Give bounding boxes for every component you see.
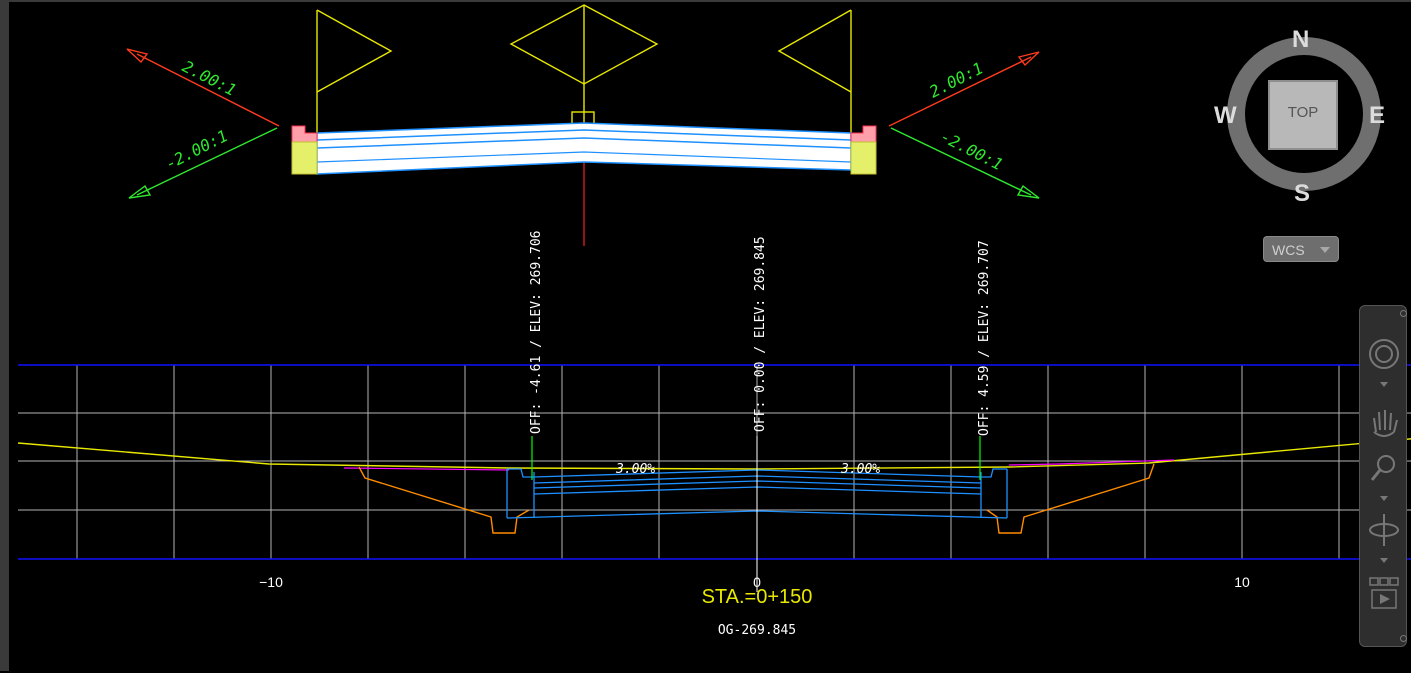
compass-north[interactable]: N (1292, 26, 1310, 53)
section-drawing[interactable]: 2.00:1 -2.00:1 2.00:1 -2.00:1 (9, 2, 1411, 673)
compass-east[interactable]: E (1369, 102, 1386, 129)
slope-label-upper-left: 2.00:1 (179, 57, 239, 100)
daylight-line-left (343, 467, 510, 471)
axis-tick-label-neg10: −10 (259, 574, 283, 590)
slope-label-upper-right: 2.00:1 (926, 58, 986, 101)
pan-hand-icon[interactable] (1366, 402, 1402, 442)
section-grid (18, 364, 1411, 560)
slope-arrow-lower-left (128, 127, 278, 199)
slope-arrow-upper-left (126, 48, 280, 127)
assembly-curb-left[interactable] (291, 125, 318, 175)
slope-percent-right: 3.00% (840, 462, 880, 477)
assembly-pavement[interactable] (316, 122, 852, 175)
navbar-close-icon[interactable] (1400, 310, 1407, 317)
navbar-options-icon[interactable] (1400, 635, 1407, 642)
axis-tick-label-0: 0 (753, 574, 761, 590)
axis-tick-label-10: 10 (1234, 574, 1250, 590)
offset-elevation-label-left: OFF: -4.61 / ELEV: 269.706 (529, 231, 544, 435)
station-label: STA.=0+150 (702, 586, 813, 608)
slope-percent-left: 3.00% (615, 462, 655, 477)
compass-west[interactable]: W (1214, 102, 1237, 129)
chevron-down-icon (1320, 247, 1330, 253)
assembly-flag-right (777, 9, 852, 134)
ditch-right[interactable] (986, 463, 1155, 534)
zoom-icon[interactable] (1366, 448, 1402, 488)
chevron-down-icon[interactable] (1380, 382, 1388, 387)
viewcube-face-top[interactable] (1268, 80, 1338, 150)
showmotion-icon[interactable] (1366, 574, 1402, 614)
chevron-down-icon[interactable] (1380, 496, 1388, 501)
offset-elevation-label-center: OFF: 0.00 / ELEV: 269.845 (753, 236, 768, 432)
existing-ground-line[interactable] (17, 438, 1411, 470)
assembly-flag-center (509, 4, 659, 127)
viewcube-top-label[interactable]: TOP (1287, 104, 1319, 121)
ditch-left[interactable] (358, 466, 530, 534)
compass-ring-icon[interactable] (1214, 24, 1394, 204)
wcs-label: WCS (1272, 242, 1305, 258)
ground-elevation-label: OG-269.845 (718, 623, 796, 638)
assembly-flag-left (316, 9, 393, 134)
section-geometry[interactable] (17, 436, 1411, 592)
viewcube[interactable]: TOP N S E W (1214, 24, 1394, 207)
assembly-curb-right[interactable] (850, 125, 877, 175)
daylight-line-right (1008, 459, 1175, 466)
steering-wheel-icon[interactable] (1366, 334, 1402, 374)
chevron-down-icon[interactable] (1380, 558, 1388, 563)
orbit-icon[interactable] (1366, 510, 1402, 550)
wcs-dropdown[interactable]: WCS (1263, 236, 1339, 262)
offset-elevation-label-right: OFF: 4.59 / ELEV: 269.707 (977, 240, 992, 436)
compass-south[interactable]: S (1294, 180, 1311, 207)
navigation-bar[interactable] (1359, 305, 1407, 647)
assembly-view[interactable]: 2.00:1 -2.00:1 2.00:1 -2.00:1 (126, 4, 1040, 246)
slope-arrow-lower-right (890, 127, 1040, 199)
slope-arrow-upper-right (888, 51, 1040, 127)
